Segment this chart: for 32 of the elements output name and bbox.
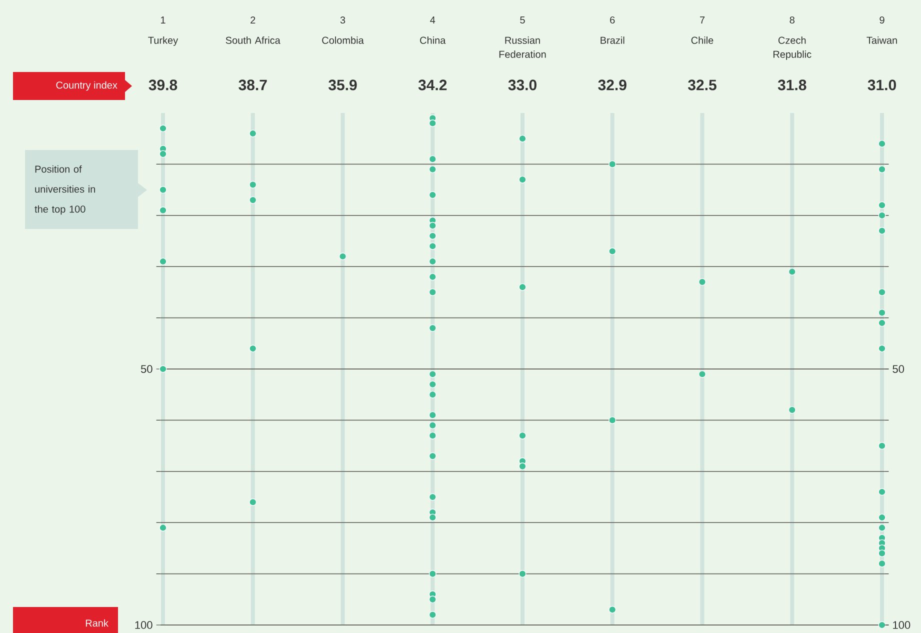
x-tick-label: Czech Republic [773,36,812,60]
text: 39.8 [148,80,178,90]
text: 4 [430,16,436,24]
x-tick-label: Brazil [600,36,624,44]
text: 8 [790,16,794,24]
text: 2 [250,16,256,24]
text: 5 [520,16,525,24]
text: 31.8 [778,80,806,90]
y2-tick-label: 50 [892,365,904,373]
text: Position of universities in the top 100 [34,165,96,215]
x-tick-label: Taiwan [866,36,897,44]
x-tick-label: China [420,36,446,44]
text: Country index [56,81,118,91]
text: 35.9 [328,80,357,90]
text: 32.5 [688,80,716,90]
text: 6 [610,16,615,24]
x-tick-label: Chile [691,36,714,44]
x-tick-label: Turkey [148,36,178,46]
x-tick-label: Colombia [322,36,364,44]
text: 9 [880,16,884,24]
text: 1 [160,16,166,24]
y-axis-title: Rank [86,619,108,627]
text: 7 [700,16,705,24]
text: 34.2 [418,80,447,90]
text: 3 [340,16,346,24]
text: 33.0 [508,80,536,90]
text: 32.9 [598,80,626,90]
y2-tick-label: 100 [893,621,910,629]
x-tick-label: Russian Federation [499,36,546,58]
text: 38.7 [238,80,267,90]
x-tick-label: South Africa [226,36,280,44]
text: 31.0 [868,80,896,90]
